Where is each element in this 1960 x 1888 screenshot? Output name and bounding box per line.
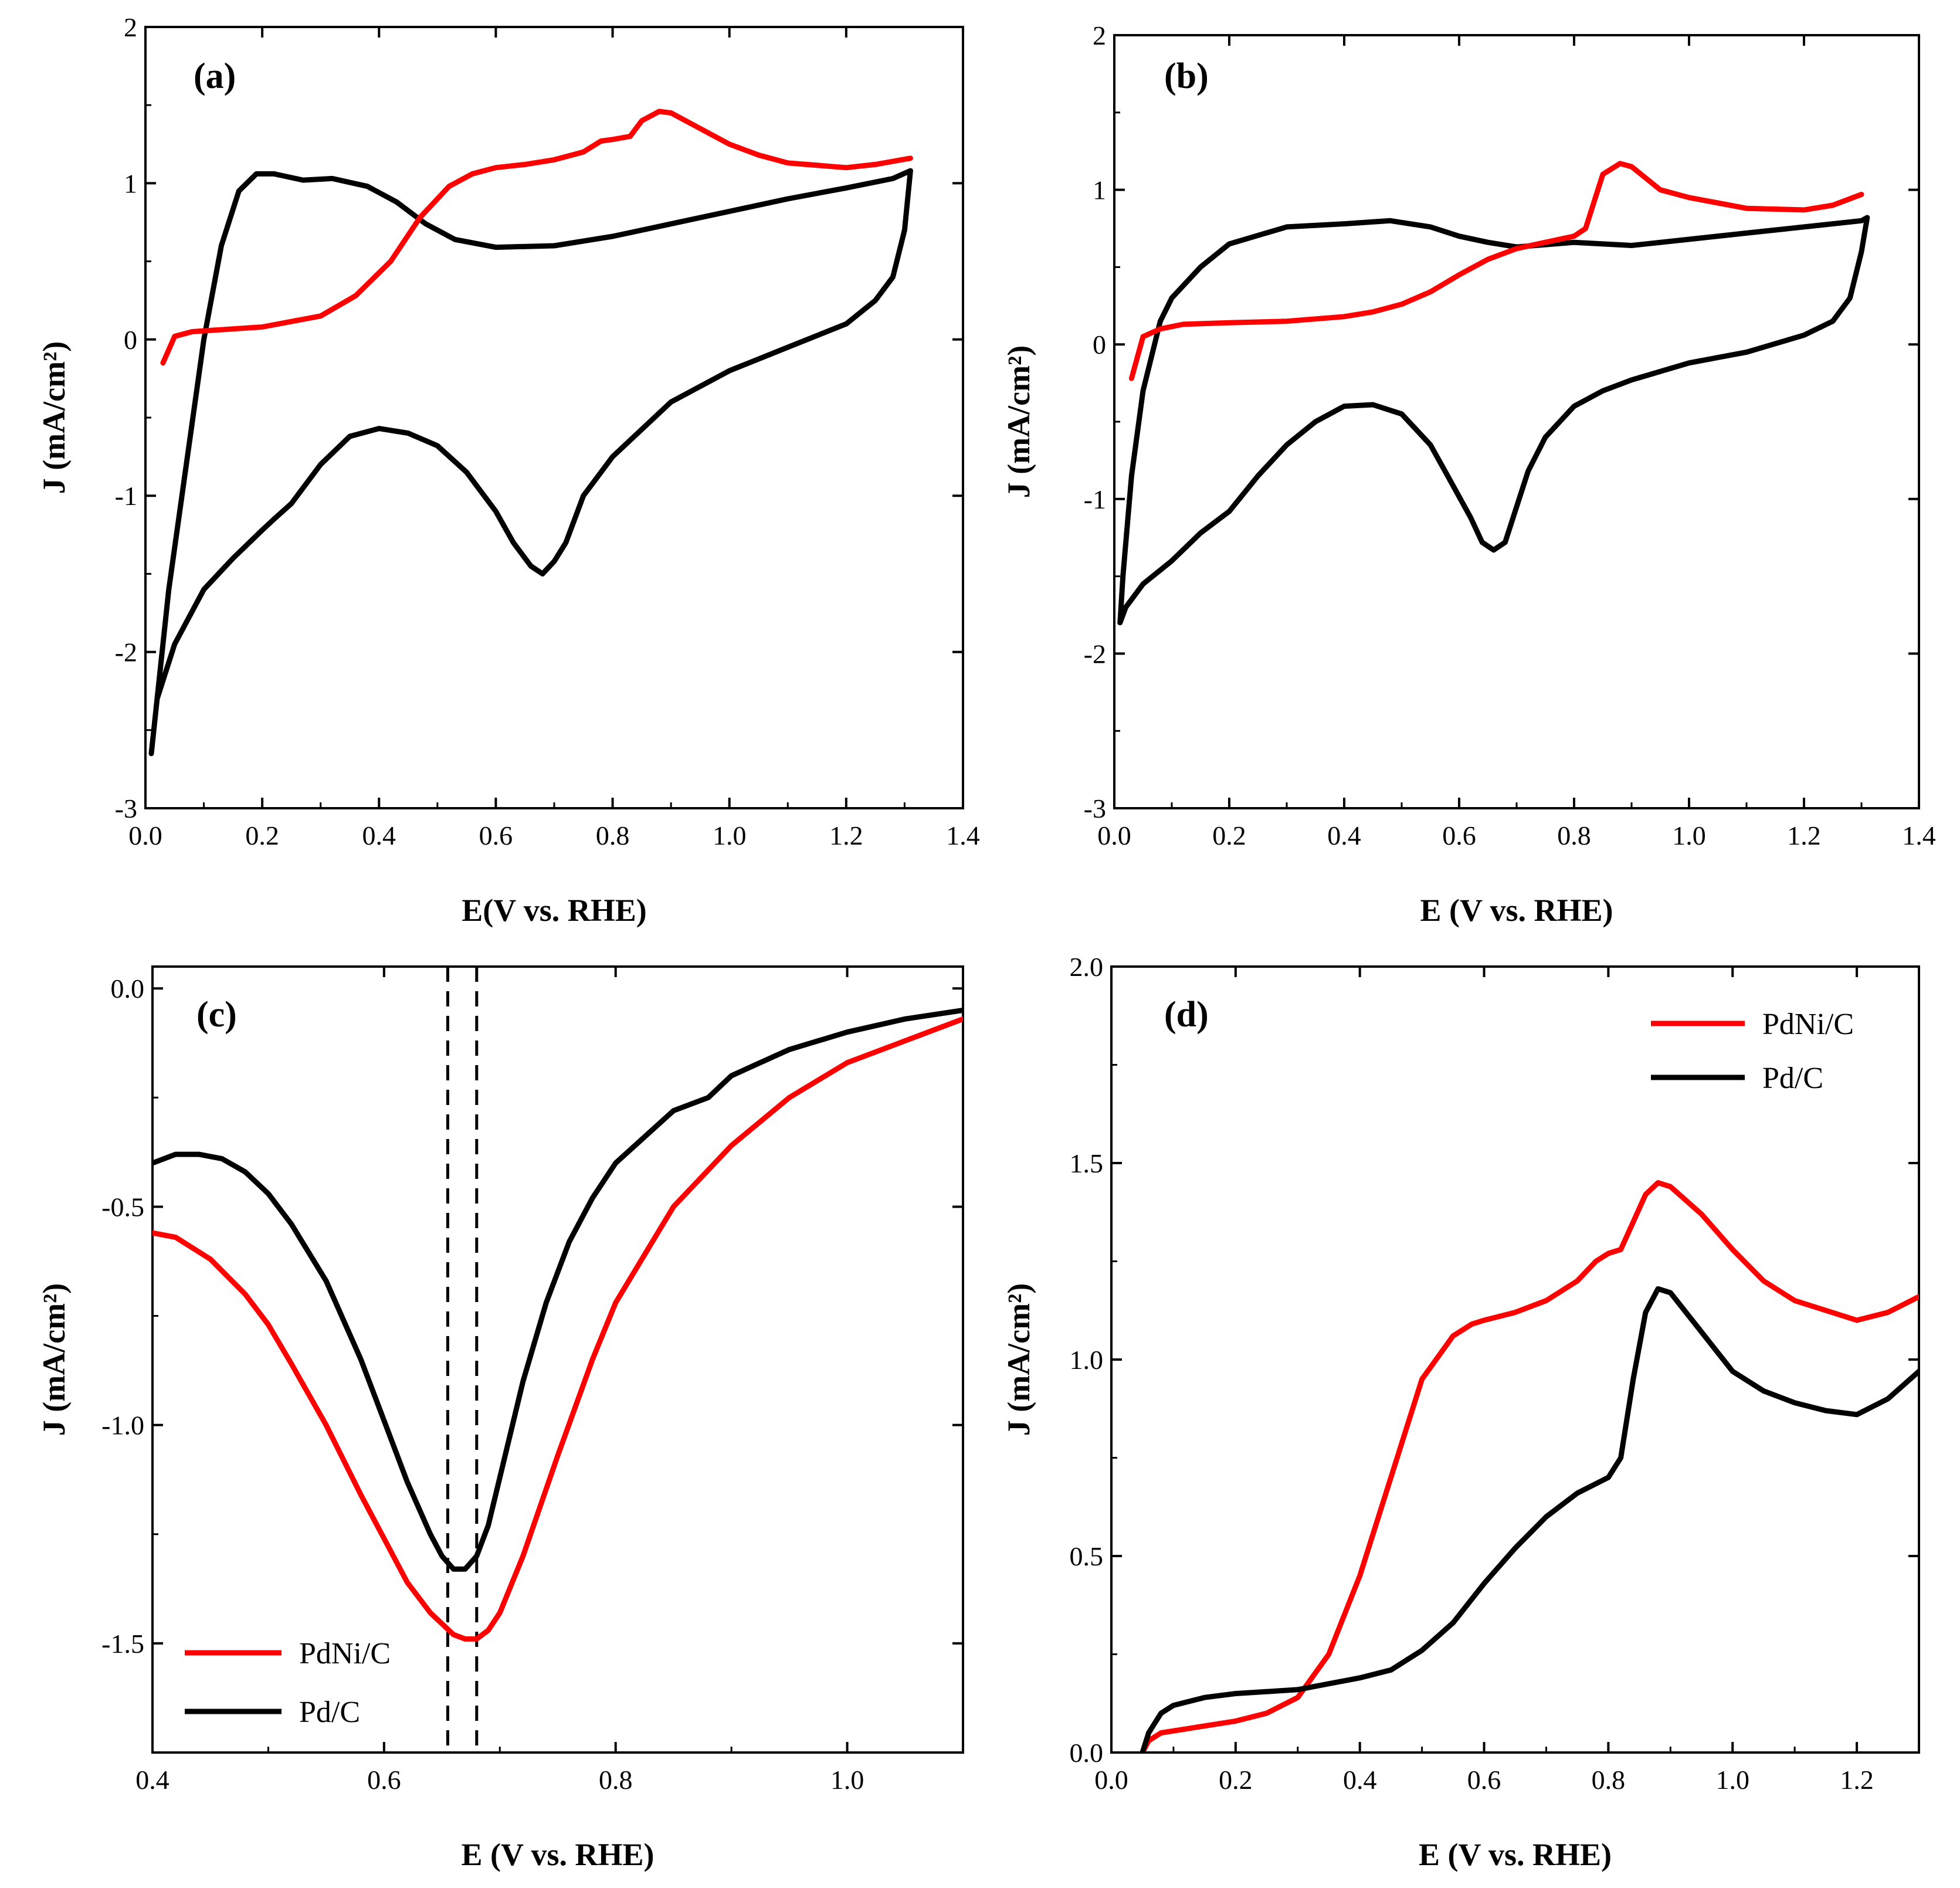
y-tick-label: -2 — [115, 638, 137, 667]
x-tick-label: 1.0 — [1715, 1765, 1749, 1795]
series-line-pdni-c — [1128, 161, 1864, 381]
series-line-pd-c — [152, 1007, 963, 1572]
y-tick-label: 0.0 — [111, 974, 145, 1004]
x-tick-label: 1.0 — [713, 821, 747, 850]
x-tick-label: 0.2 — [1212, 821, 1246, 850]
panel-tag: (c) — [196, 995, 237, 1035]
y-tick-label: -0.5 — [101, 1192, 144, 1222]
series-line-pd-c — [148, 168, 913, 757]
y-axis-label: J (mA/cm²) — [1001, 345, 1036, 499]
legend-label: PdNi/C — [299, 1637, 391, 1670]
y-tick-label: -1 — [1084, 484, 1106, 514]
y-tick-label: 0 — [1093, 330, 1106, 360]
series-line-pdni-c — [152, 1016, 963, 1642]
y-tick-label: -1.5 — [101, 1629, 144, 1659]
x-tick-label: 1.2 — [1787, 821, 1821, 850]
x-axis-label: E(V vs. RHE) — [462, 893, 647, 928]
y-tick-label: -2 — [1084, 639, 1106, 669]
x-tick-label: 0.4 — [135, 1765, 169, 1795]
plot-frame — [144, 26, 964, 809]
y-axis-label: J (mA/cm²) — [36, 1283, 72, 1436]
x-tick-label: 0.8 — [599, 1765, 633, 1795]
y-tick-label: -1.0 — [101, 1411, 144, 1440]
x-tick-label: 1.2 — [1840, 1765, 1874, 1795]
panel-tag: (d) — [1164, 995, 1209, 1035]
y-tick-label: 0 — [124, 325, 137, 355]
series-line-pdni-c — [1140, 1180, 1919, 1753]
x-axis-label: E (V vs. RHE) — [461, 1837, 654, 1872]
legend-label: Pd/C — [299, 1696, 360, 1729]
y-tick-label: -3 — [115, 794, 137, 823]
x-tick-label: 0.6 — [1467, 1765, 1501, 1795]
y-axis-label: J (mA/cm²) — [36, 341, 72, 494]
x-tick-label: 0.4 — [1327, 821, 1361, 850]
x-tick-label: 1.2 — [829, 821, 863, 850]
x-axis-label: E (V vs. RHE) — [1419, 1837, 1612, 1872]
y-tick-label: -3 — [1084, 794, 1106, 823]
x-tick-label: 1.0 — [1672, 821, 1706, 850]
x-tick-label: 0.6 — [479, 821, 513, 850]
x-tick-label: 0.2 — [1219, 1765, 1253, 1795]
y-tick-label: 1.0 — [1070, 1345, 1104, 1375]
x-tick-label: 1.4 — [946, 821, 980, 850]
x-tick-label: 0.4 — [1343, 1765, 1377, 1795]
y-tick-label: 2 — [124, 12, 137, 42]
panel-1: 0.0 0.2 0.4 0.6 0.8 1.0 1.2 1.4 -3 -2 -1 0 1 2 E(V vs.… — [36, 12, 980, 928]
y-tick-label: 1 — [1093, 175, 1106, 205]
y-tick-label: 0.0 — [1070, 1738, 1104, 1768]
series-line-pd-c — [1140, 1286, 1919, 1753]
x-tick-label: 0.0 — [128, 821, 162, 850]
panel-2: 0.0 0.2 0.4 0.6 0.8 1.0 1.2 1.4 -3 -2 -1 0 1 2 E (V vs… — [1001, 21, 1936, 928]
panel-tag: (b) — [1164, 56, 1209, 96]
x-tick-label: 0.0 — [1094, 1765, 1128, 1795]
series-line-pd-c — [1117, 215, 1870, 626]
panel-4: 0.0 0.2 0.4 0.6 0.8 1.0 1.2 0.0 0.5 1.0 1.5 2.0 E (V… — [1001, 952, 1920, 1872]
x-axis-label: E (V vs. RHE) — [1420, 893, 1613, 928]
plot-frame — [151, 965, 964, 1754]
panel-tag: (a) — [194, 56, 236, 96]
y-tick-label: -1 — [115, 481, 137, 511]
panel-3: 0.4 0.6 0.8 1.0 -1.5 -1.0 -0.5 0.0 E (V vs. RHE)… — [36, 965, 964, 1872]
x-tick-label: 0.6 — [367, 1765, 401, 1795]
x-tick-label: 0.4 — [362, 821, 396, 850]
x-tick-label: 0.8 — [596, 821, 630, 850]
y-tick-label: 2.0 — [1070, 952, 1104, 982]
x-tick-label: 0.8 — [1592, 1765, 1626, 1795]
legend-label: Pd/C — [1762, 1062, 1823, 1095]
series-line-pdni-c — [160, 109, 913, 366]
x-tick-label: 1.0 — [830, 1765, 864, 1795]
x-tick-label: 0.0 — [1097, 821, 1131, 850]
y-tick-label: 1.5 — [1070, 1148, 1104, 1178]
x-tick-label: 0.8 — [1557, 821, 1591, 850]
legend-label: PdNi/C — [1762, 1008, 1854, 1041]
y-axis-label: J (mA/cm²) — [1001, 1283, 1036, 1436]
x-tick-label: 0.6 — [1442, 821, 1476, 850]
x-tick-label: 1.4 — [1902, 821, 1936, 850]
x-tick-label: 0.2 — [245, 821, 279, 850]
legend: PdNi/C Pd/C — [185, 1637, 391, 1729]
y-tick-label: 1 — [124, 168, 137, 198]
legend: PdNi/C Pd/C — [1651, 1008, 1854, 1095]
y-tick-label: 2 — [1093, 21, 1106, 50]
y-tick-label: 0.5 — [1070, 1541, 1104, 1571]
plot-frame — [1113, 34, 1920, 809]
